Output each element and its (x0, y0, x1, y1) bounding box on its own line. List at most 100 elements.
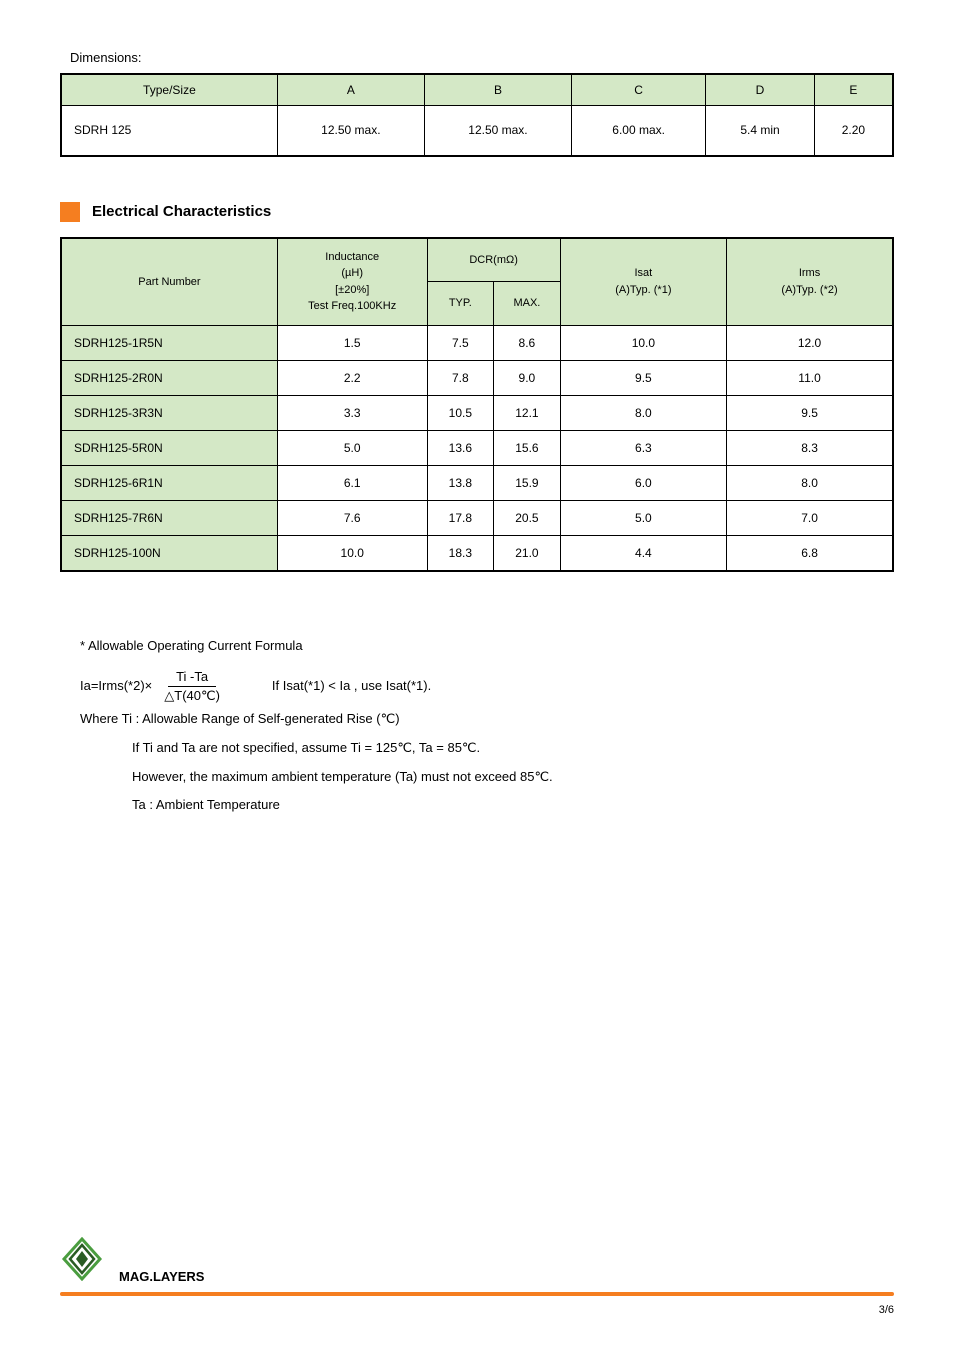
cell: 6.1 (277, 465, 427, 500)
company-logo-icon (60, 1237, 104, 1286)
cell: 6.00 max. (572, 106, 706, 156)
table-row: SDRH125-3R3N3.310.512.18.09.5 (61, 395, 893, 430)
cell: 12.50 max. (424, 106, 571, 156)
header-text: (µH) (341, 267, 363, 279)
formula-section: * Allowable Operating Current Formula Ia… (80, 632, 894, 820)
cell: 15.9 (494, 465, 561, 500)
cell: 7.0 (727, 500, 893, 535)
cell: 9.0 (494, 360, 561, 395)
formula-equation: Ia=Irms(*2)× Ti -Ta △T(40℃) If Isat(*1) … (80, 668, 894, 705)
cell: 3.3 (277, 395, 427, 430)
cell: 5.0 (277, 430, 427, 465)
col-header: E (814, 74, 893, 106)
table-row: SDRH125-2R0N2.27.89.09.511.0 (61, 360, 893, 395)
cell: SDRH125-6R1N (61, 465, 277, 500)
cell: 4.4 (560, 535, 726, 571)
col-header: Part Number (61, 238, 277, 326)
cell: 7.5 (427, 325, 494, 360)
cell: SDRH125-100N (61, 535, 277, 571)
cell: 11.0 (727, 360, 893, 395)
cell: SDRH125-2R0N (61, 360, 277, 395)
cell: 1.5 (277, 325, 427, 360)
table-row: SDRH125-1R5N1.57.58.610.012.0 (61, 325, 893, 360)
cell: 10.5 (427, 395, 494, 430)
formula-note: If Isat(*1) < Ia , use Isat(*1). (272, 672, 431, 701)
cell: SDRH125-1R5N (61, 325, 277, 360)
header-text: Test Freq.100KHz (308, 300, 396, 312)
header-text: (A)Typ. (*2) (781, 284, 837, 296)
cell: 12.1 (494, 395, 561, 430)
cell: 18.3 (427, 535, 494, 571)
table-row: SDRH125-100N10.018.321.04.46.8 (61, 535, 893, 571)
col-header: C (572, 74, 706, 106)
section-title: Electrical Characteristics (92, 203, 271, 220)
col-header: Type/Size (61, 74, 277, 106)
dimensions-table: Type/Size A B C D E SDRH 125 12.50 max. … (60, 73, 894, 157)
cell: 9.5 (560, 360, 726, 395)
cell: 5.0 (560, 500, 726, 535)
table-row: SDRH 125 12.50 max. 12.50 max. 6.00 max.… (61, 106, 893, 156)
cell: 8.0 (727, 465, 893, 500)
cell: 12.0 (727, 325, 893, 360)
cell: 17.8 (427, 500, 494, 535)
header-text: Isat (635, 267, 653, 279)
cell: 8.0 (560, 395, 726, 430)
header-text: Irms (799, 267, 820, 279)
col-header: Irms (A)Typ. (*2) (727, 238, 893, 326)
dimensions-label: Dimensions: (70, 50, 894, 65)
cell: 5.4 min (706, 106, 815, 156)
cell: 15.6 (494, 430, 561, 465)
header-text: [±20%] (335, 284, 369, 296)
eq-left: Ia=Irms(*2)× (80, 672, 152, 701)
cell: 6.8 (727, 535, 893, 571)
col-header: A (277, 74, 424, 106)
brand-name: MAG.LAYERS (119, 1269, 204, 1284)
cell: 20.5 (494, 500, 561, 535)
cell: 10.0 (277, 535, 427, 571)
cell: 2.20 (814, 106, 893, 156)
fraction-numerator: Ti -Ta (168, 668, 216, 687)
page-footer: MAG.LAYERS (60, 1237, 894, 1296)
col-header: Isat (A)Typ. (*1) (560, 238, 726, 326)
electrical-table: Part Number Inductance (µH) [±20%] Test … (60, 237, 894, 572)
section-header: Electrical Characteristics (60, 202, 894, 222)
header-text: Inductance (325, 251, 379, 263)
cell: SDRH125-7R6N (61, 500, 277, 535)
cell: 6.3 (560, 430, 726, 465)
col-header: Inductance (µH) [±20%] Test Freq.100KHz (277, 238, 427, 326)
cell: 7.6 (277, 500, 427, 535)
formula-line: However, the maximum ambient temperature… (132, 763, 894, 792)
col-header: DCR(mΩ) (427, 238, 560, 282)
page-number: 3/6 (879, 1304, 894, 1316)
cell: 9.5 (727, 395, 893, 430)
cell: 2.2 (277, 360, 427, 395)
cell: 21.0 (494, 535, 561, 571)
cell: 12.50 max. (277, 106, 424, 156)
bullet-icon (60, 202, 80, 222)
col-header: MAX. (494, 282, 561, 325)
cell: 7.8 (427, 360, 494, 395)
fraction-denominator: △T(40℃) (156, 687, 228, 705)
cell: 10.0 (560, 325, 726, 360)
formula-ta: Ta : Ambient Temperature (132, 791, 894, 820)
table-row: SDRH125-6R1N6.113.815.96.08.0 (61, 465, 893, 500)
col-header: D (706, 74, 815, 106)
cell: 13.8 (427, 465, 494, 500)
cell: 6.0 (560, 465, 726, 500)
cell: 8.6 (494, 325, 561, 360)
col-header: B (424, 74, 571, 106)
table-row: SDRH125-5R0N5.013.615.66.38.3 (61, 430, 893, 465)
cell: 8.3 (727, 430, 893, 465)
table-header-row: Type/Size A B C D E (61, 74, 893, 106)
footer-divider (60, 1292, 894, 1296)
formula-line: If Ti and Ta are not specified, assume T… (132, 734, 894, 763)
cell: SDRH 125 (61, 106, 277, 156)
table-row: SDRH125-7R6N7.617.820.55.07.0 (61, 500, 893, 535)
formula-title: * Allowable Operating Current Formula (80, 632, 894, 661)
cell: 13.6 (427, 430, 494, 465)
table-header-row: Part Number Inductance (µH) [±20%] Test … (61, 238, 893, 282)
formula-where: Where Ti : Allowable Range of Self-gener… (80, 705, 894, 734)
cell: SDRH125-3R3N (61, 395, 277, 430)
header-text: (A)Typ. (*1) (615, 284, 671, 296)
col-header: TYP. (427, 282, 494, 325)
